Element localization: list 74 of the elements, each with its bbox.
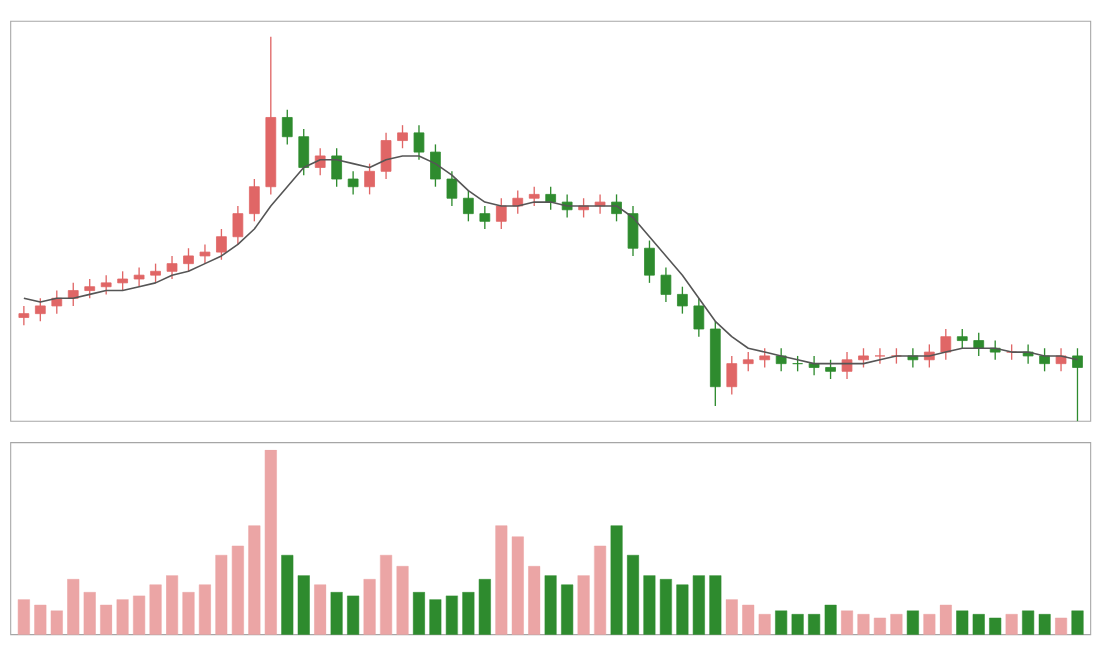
candlestick [380, 132, 392, 180]
bar [1005, 614, 1018, 635]
candlestick [858, 347, 869, 369]
candlestick [1072, 347, 1083, 422]
bar [972, 614, 985, 635]
candlestick [281, 109, 293, 146]
candlestick [775, 347, 787, 372]
candlestick [742, 351, 754, 372]
candlestick [331, 147, 342, 188]
bar [363, 579, 376, 635]
candlestick [627, 205, 639, 257]
candlestick [34, 297, 46, 322]
candlestick [841, 351, 853, 380]
candlestick [644, 239, 655, 284]
bar [198, 584, 211, 635]
candlestick [18, 305, 30, 326]
bar [182, 591, 195, 635]
bar [808, 614, 821, 635]
candlestick [940, 328, 952, 361]
bar [956, 610, 969, 635]
bar [906, 610, 919, 635]
candlestick [726, 355, 738, 396]
candlestick [413, 124, 425, 161]
candlestick [397, 124, 408, 149]
bar [1022, 610, 1035, 635]
candlestick [430, 143, 441, 188]
candlestick [298, 128, 310, 176]
bar [412, 591, 426, 635]
candlestick [808, 355, 820, 376]
candlestick [216, 228, 227, 261]
bar [396, 566, 409, 635]
bar [890, 614, 903, 635]
bar [314, 584, 327, 635]
bar [758, 614, 771, 635]
candlestick [677, 286, 688, 315]
candlestick [1039, 347, 1050, 372]
candlestick [364, 162, 375, 196]
bar [511, 536, 524, 635]
candlestick [759, 347, 771, 369]
candlestick [956, 328, 968, 349]
candlestick [100, 274, 112, 296]
candlestick [232, 205, 244, 246]
bar [495, 525, 508, 635]
candlestick [495, 197, 507, 230]
candlestick [479, 205, 491, 230]
candlestick [150, 262, 161, 284]
candlestick [825, 359, 836, 380]
candlestick [166, 255, 178, 280]
candlestick [347, 170, 359, 196]
candlestick [133, 266, 145, 288]
candlestick [446, 170, 458, 207]
candlestick [660, 266, 672, 303]
bar [347, 595, 360, 635]
candlestick [117, 270, 128, 292]
candlestick [528, 186, 540, 207]
candlestick [463, 189, 474, 222]
candlestick [84, 278, 96, 299]
candlestick [874, 347, 886, 365]
bar [1038, 614, 1051, 635]
bar [528, 566, 541, 635]
bar [857, 614, 870, 635]
bar [281, 554, 294, 635]
bar [626, 554, 640, 635]
bar [610, 525, 623, 635]
candlestick [199, 243, 211, 265]
bar [1071, 610, 1084, 635]
bar [561, 584, 574, 635]
bar [840, 610, 854, 635]
bar [215, 554, 228, 635]
candlestick [545, 186, 557, 211]
candlestick [693, 297, 705, 338]
candlestick [249, 178, 260, 222]
candlestick [183, 247, 194, 272]
bar [1055, 617, 1068, 635]
